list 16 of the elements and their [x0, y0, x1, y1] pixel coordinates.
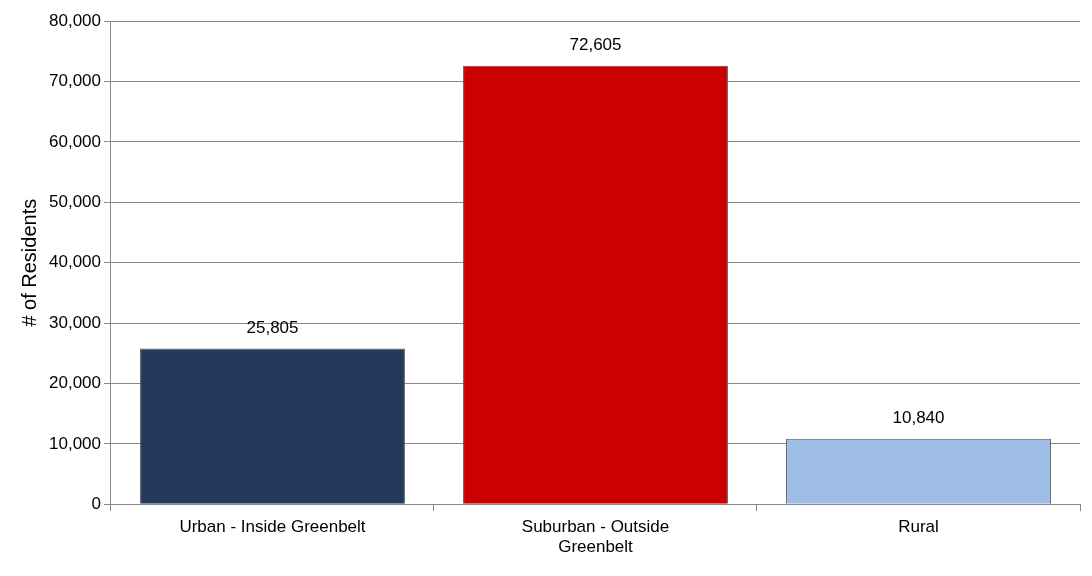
data-label: 10,840 [892, 407, 945, 427]
y-tick-label: 30,000 [49, 312, 101, 332]
y-tick-label: 40,000 [49, 252, 101, 272]
y-tick-label: 80,000 [49, 10, 101, 30]
data-label: 72,605 [569, 35, 622, 55]
data-label: 25,805 [246, 317, 299, 337]
x-tick-label: Suburban - Outside Greenbelt [521, 517, 670, 557]
y-tick-label: 0 [91, 493, 101, 513]
x-tick-label: Rural [898, 517, 939, 537]
y-tick-label: 20,000 [49, 373, 101, 393]
x-tick-label: Urban - Inside Greenbelt [179, 517, 366, 537]
y-tick-label: 50,000 [49, 192, 101, 212]
y-tick-label: 60,000 [49, 131, 101, 151]
y-tick-label: 70,000 [49, 71, 101, 91]
y-tick-label: 10,000 [49, 433, 101, 453]
y-axis-title: # of Residents [17, 198, 40, 327]
